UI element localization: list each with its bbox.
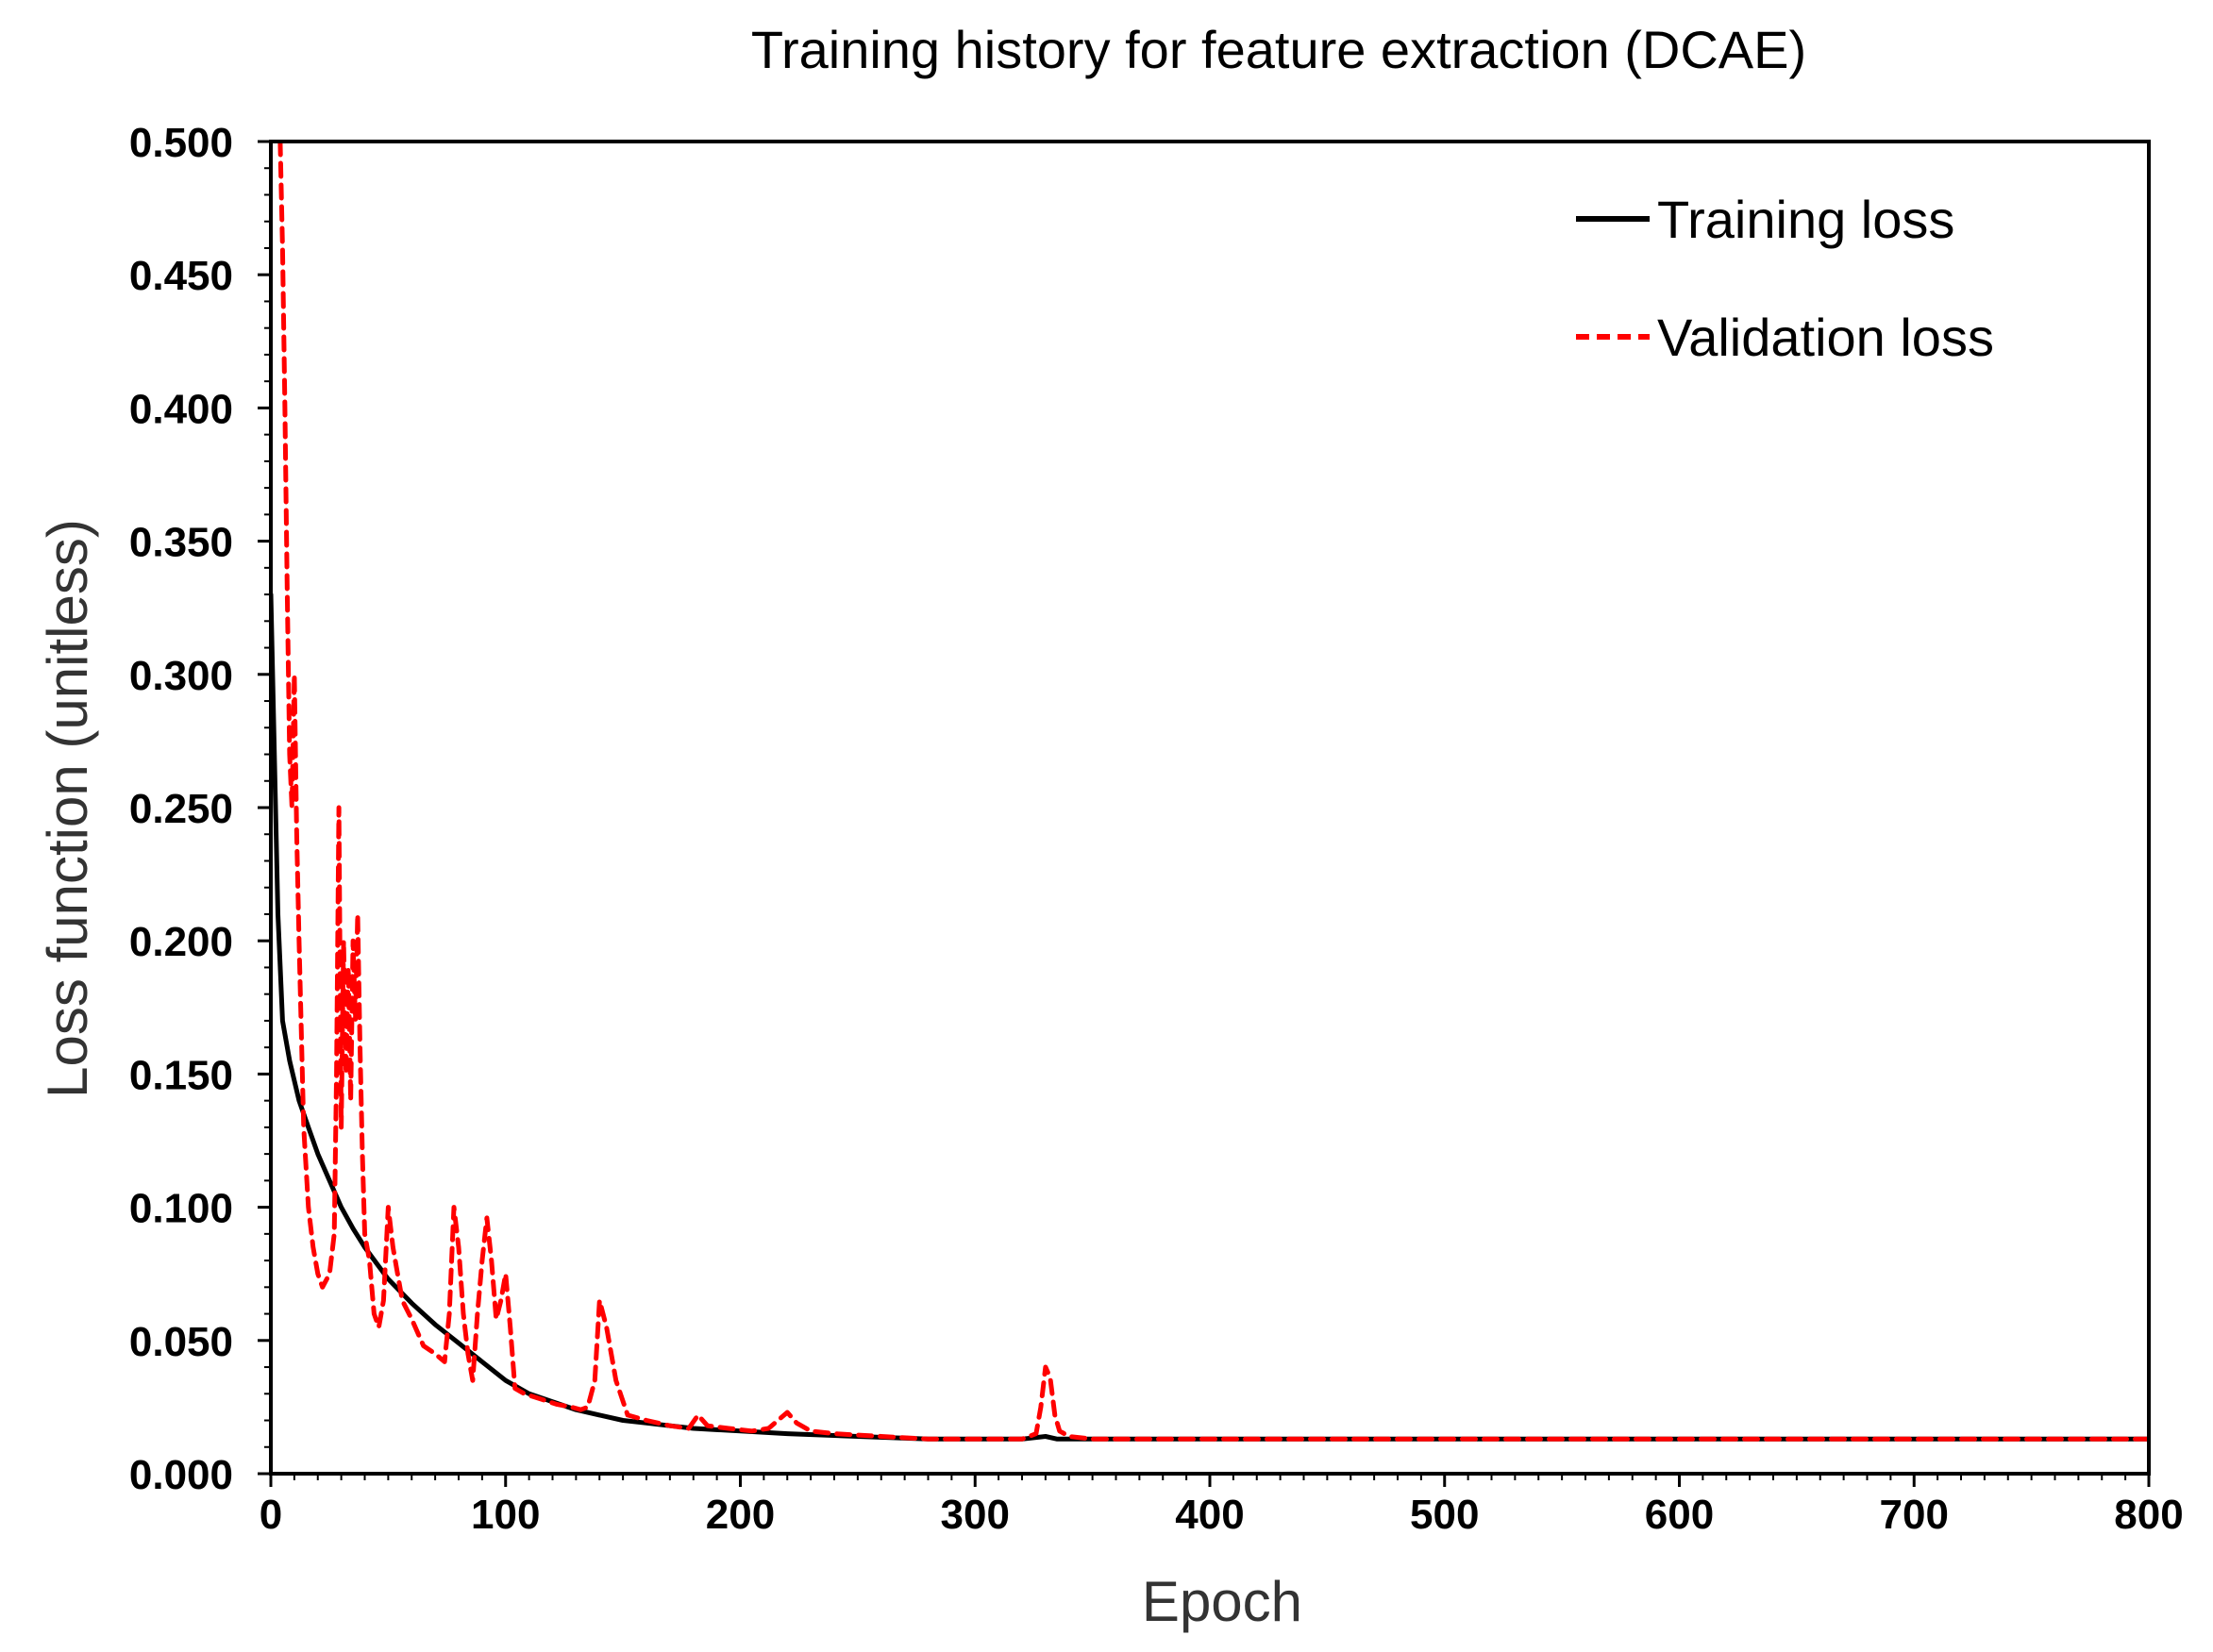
x-tick-label: 0 [260, 1492, 282, 1538]
x-tick-label: 100 [471, 1492, 540, 1538]
x-tick-label: 400 [1175, 1492, 1244, 1538]
legend: Training loss Validation loss [1576, 190, 1994, 367]
x-axis-label: Epoch [1142, 1570, 1302, 1633]
series-line-validation-loss [277, 142, 2149, 1442]
y-tick-label: 0.100 [129, 1186, 233, 1232]
y-tick-label: 0.150 [129, 1052, 233, 1098]
y-tick-label: 0.400 [129, 386, 233, 432]
y-tick-label: 0.300 [129, 653, 233, 699]
y-tick-label: 0.250 [129, 786, 233, 832]
x-tick-label: 200 [706, 1492, 775, 1538]
plot-area: 0 100 200 300 400 500 600 700 800 0.000 0.050 0.100… [129, 120, 2184, 1538]
y-axis-label: Loss function (unitless) [36, 519, 99, 1098]
x-tick-label: 700 [1880, 1492, 1949, 1538]
x-tick-label: 800 [2114, 1492, 2183, 1538]
x-tick-label: 600 [1645, 1492, 1714, 1538]
y-tick-label: 0.350 [129, 520, 233, 566]
y-tick-label: 0.450 [129, 253, 233, 299]
y-tick-label: 0.200 [129, 919, 233, 965]
chart-title: Training history for feature extraction … [751, 20, 1806, 79]
series-line-training-loss [271, 592, 2149, 1442]
legend-label-training: Training loss [1657, 190, 1954, 249]
y-tick-label: 0.050 [129, 1319, 233, 1365]
x-tick-label: 300 [941, 1492, 1010, 1538]
legend-label-validation: Validation loss [1657, 308, 1994, 367]
x-tick-label: 500 [1410, 1492, 1479, 1538]
y-tick-label: 0.500 [129, 120, 233, 166]
y-tick-label: 0.000 [129, 1452, 233, 1498]
series-group [271, 142, 2149, 1442]
